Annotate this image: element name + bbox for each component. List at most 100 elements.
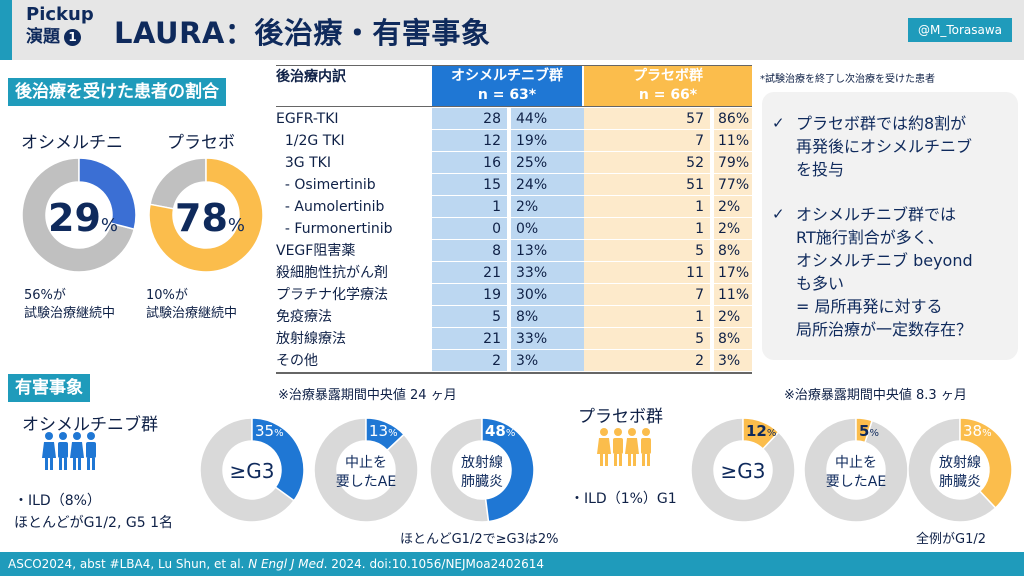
ae-group-name-placebo: プラセボ群 <box>578 407 663 427</box>
cell-placebo-n: 2 <box>584 350 712 371</box>
cell-placebo-pct: 8% <box>714 240 752 261</box>
cell-osimertinib-pct: 30% <box>511 284 584 305</box>
pickup-line2-text: 演題 <box>26 27 60 47</box>
donut-osimertinib-value-slice <box>78 157 137 231</box>
donut-placebo-value-slice <box>148 157 264 273</box>
table-row: 1/2G TKI 12 19% 7 11% <box>276 130 752 152</box>
ae-donut-2-center-label: 中止を <box>345 455 387 471</box>
person-leg <box>614 454 617 466</box>
cell-placebo-pct: 11% <box>714 130 752 151</box>
ae-donut-3-value-slice <box>481 417 535 523</box>
person-body <box>58 442 68 458</box>
person-head <box>87 432 95 440</box>
header-bar: Pickup 演題 1 LAURA：後治療・有害事象 @M_Torasawa <box>0 0 1024 60</box>
cell-osimertinib-pct: 0% <box>511 218 584 239</box>
cell-osimertinib-pct: 19% <box>511 130 584 151</box>
ae-donut-1-value-slice <box>251 417 305 502</box>
cell-placebo-n: 57 <box>584 108 712 129</box>
cell-placebo-pct: 17% <box>714 262 752 283</box>
summary-item: ✓ オシメルチニブ群では RT施行割合が多く、 オシメルチニブ beyond も… <box>772 203 1008 341</box>
cell-osimertinib-pct: 33% <box>511 328 584 349</box>
cell-placebo-n: 7 <box>584 130 712 151</box>
cell-osimertinib-n: 5 <box>432 306 509 327</box>
table-row: - Furmonertinib 0 0% 1 2% <box>276 218 752 240</box>
ae-donut-5-remainder-slice <box>803 417 909 523</box>
cell-osimertinib-n: 28 <box>432 108 509 129</box>
table-header-label: 後治療内訳 <box>276 69 346 85</box>
pickup-label: Pickup 演題 1 <box>26 4 106 48</box>
cell-placebo-n: 51 <box>584 174 712 195</box>
cell-placebo-n: 7 <box>584 284 712 305</box>
ae-donut-5-center-label: 中止を <box>835 455 877 471</box>
person-head <box>73 432 81 440</box>
ae-donut-4-data-label: 12% <box>746 422 776 440</box>
person-body <box>625 438 639 454</box>
table-header-osimertinib-line1: オシメルチニブ群 <box>451 68 563 84</box>
row-label: - Furmonertinib <box>276 221 393 237</box>
cell-osimertinib-n: 0 <box>432 218 509 239</box>
bottom-note-placebo: 全例がG1/2 <box>916 532 986 547</box>
cell-placebo-pct: 11% <box>714 284 752 305</box>
cell-osimertinib-n: 21 <box>432 262 509 283</box>
person-leg <box>633 454 636 466</box>
note-osimertinib: 56%が 試験治療継続中 <box>24 287 115 323</box>
table-header-osimertinib: オシメルチニブ群 n = 63* <box>432 66 582 106</box>
cell-osimertinib-pct: 44% <box>511 108 584 129</box>
cell-osimertinib-pct: 25% <box>511 152 584 173</box>
check-icon: ✓ <box>772 114 785 132</box>
cell-osimertinib-n: 8 <box>432 240 509 261</box>
page-title: LAURA：後治療・有害事象 <box>114 16 491 50</box>
cell-osimertinib-n: 1 <box>432 196 509 217</box>
cell-placebo-n: 1 <box>584 218 712 239</box>
people-group-icon <box>42 432 96 470</box>
exposure-note-placebo: ※治療暴露期間中央値 8.3 ヶ月 <box>784 388 967 403</box>
row-label: 1/2G TKI <box>276 133 345 149</box>
cell-placebo-pct: 2% <box>714 218 752 239</box>
cell-osimertinib-n: 15 <box>432 174 509 195</box>
person-body <box>613 438 623 454</box>
table-row: 3G TKI 16 25% 52 79% <box>276 152 752 174</box>
note-osimertinib-line2: 試験治療継続中 <box>24 306 116 321</box>
person-head <box>45 432 53 440</box>
cell-osimertinib-n: 2 <box>432 350 509 371</box>
pickup-line1: Pickup <box>26 4 94 25</box>
table-row: 放射線療法 21 33% 5 8% <box>276 328 752 350</box>
table-header-rule <box>276 106 752 107</box>
note-osimertinib-line1: 56%が <box>24 288 66 303</box>
row-label: その他 <box>276 353 318 369</box>
cell-placebo-n: 1 <box>584 306 712 327</box>
row-label: 免疫療法 <box>276 309 332 325</box>
row-label: - Aumolertinib <box>276 199 385 215</box>
section-label-post-treatment: 後治療を受けた患者の割合 <box>8 78 226 106</box>
table-header-osimertinib-line2: n = 63* <box>477 87 537 103</box>
ae-donut-4-value-slice <box>742 417 780 450</box>
ae-donut-5-value-slice <box>855 417 874 444</box>
person-leg <box>642 454 645 466</box>
ae-donut-3-center-label: 肺臓炎 <box>461 474 503 490</box>
table-header-placebo: プラセボ群 n = 66* <box>584 66 752 106</box>
section-label-adverse-events: 有害事象 <box>8 374 90 402</box>
ae-donut-2-data-label: 13% <box>369 422 398 440</box>
table-row: EGFR-TKI 28 44% 57 86% <box>276 108 752 130</box>
citation-prefix: ASCO2024, abst #LBA4, Lu Shun, et al. <box>8 557 249 571</box>
person-body <box>597 438 611 454</box>
person-body <box>42 442 56 458</box>
summary-box: ✓ プラセボ群では約8割が 再発後にオシメルチニブ を投与 ✓ オシメルチニブ群… <box>762 92 1018 360</box>
check-icon: ✓ <box>772 205 785 223</box>
person-leg <box>628 454 631 466</box>
table-bottom-rule <box>276 372 752 374</box>
cell-placebo-n: 5 <box>584 240 712 261</box>
person-leg <box>73 458 76 470</box>
ae-bullet-osimertinib: ・ILD（8%） ほとんどがG1/2, G5 1名 <box>14 493 173 531</box>
person-leg <box>605 454 608 466</box>
author-tag[interactable]: @M_Torasawa <box>908 18 1012 42</box>
summary-item: ✓ プラセボ群では約8割が 再発後にオシメルチニブ を投与 <box>772 112 1008 181</box>
cell-osimertinib-n: 19 <box>432 284 509 305</box>
person-head <box>59 432 67 440</box>
pickup-line2: 演題 1 <box>26 26 106 48</box>
donut-placebo-center-label: 78% <box>175 196 245 240</box>
cell-placebo-n: 5 <box>584 328 712 349</box>
cell-placebo-pct: 2% <box>714 196 752 217</box>
table-row: 免疫療法 5 8% 1 2% <box>276 306 752 328</box>
